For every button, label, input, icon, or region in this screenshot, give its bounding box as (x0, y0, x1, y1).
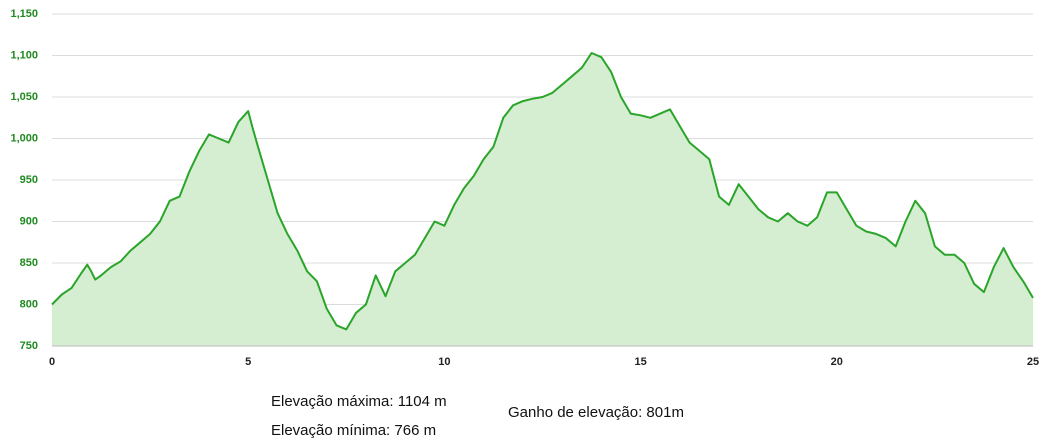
y-tick-label: 950 (20, 174, 38, 186)
x-tick-label: 5 (245, 356, 251, 368)
max-elevation: Elevação máxima: 1104 m (271, 393, 447, 410)
y-tick-label: 750 (20, 340, 38, 352)
y-tick-label: 1,150 (10, 8, 38, 20)
y-tick-label: 800 (20, 298, 38, 310)
x-tick-label: 25 (1027, 356, 1039, 368)
y-tick-label: 900 (20, 215, 38, 227)
x-tick-label: 20 (831, 356, 843, 368)
x-tick-label: 0 (49, 356, 55, 368)
y-tick-label: 1,100 (10, 49, 38, 61)
y-tick-label: 1,050 (10, 91, 38, 103)
area-fill (52, 53, 1033, 346)
y-tick-label: 1,000 (10, 132, 38, 144)
x-tick-label: 10 (438, 356, 450, 368)
elevation-line (51, 52, 1034, 331)
elevation-gain: Ganho de elevação: 801m (508, 404, 684, 421)
y-tick-label: 850 (20, 257, 38, 269)
x-tick-label: 15 (634, 356, 646, 368)
min-elevation: Elevação mínima: 766 m (271, 422, 436, 439)
